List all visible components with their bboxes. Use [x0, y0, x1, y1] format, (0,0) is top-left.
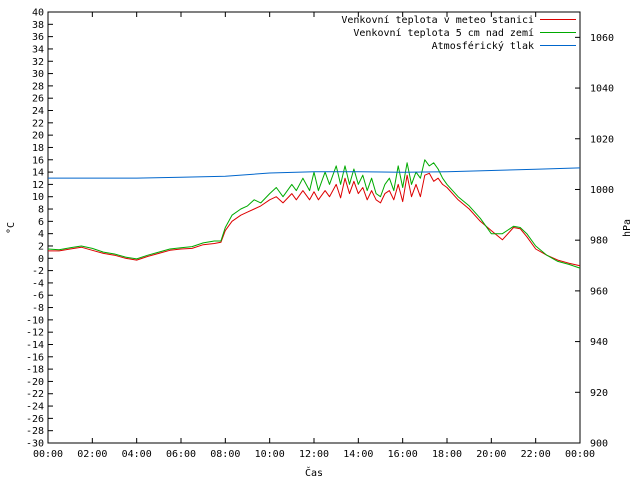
y2-tick-label: 940: [590, 337, 608, 348]
y2-axis-label: hPa: [622, 219, 633, 237]
y-axis-label: °C: [6, 222, 17, 234]
y-tick-label: 40: [32, 8, 44, 19]
y-tick-label: 16: [32, 155, 44, 166]
y-tick-label: 32: [32, 57, 44, 68]
y-tick-label: -6: [32, 291, 44, 302]
y-tick-label: 24: [32, 106, 44, 117]
y2-tick-label: 1060: [590, 33, 614, 44]
y-tick-label: -4: [32, 278, 44, 289]
x-tick-label: 00:00: [565, 449, 595, 460]
y-tick-label: 20: [32, 131, 44, 142]
y-tick-label: 26: [32, 94, 44, 105]
x-tick-label: 22:00: [521, 449, 551, 460]
x-tick-label: 12:00: [299, 449, 329, 460]
x-tick-label: 00:00: [33, 449, 63, 460]
x-tick-label: 16:00: [388, 449, 418, 460]
y-tick-label: 34: [32, 44, 44, 55]
series-lines: [47, 159, 581, 269]
y-tick-label: 2: [38, 241, 44, 252]
right-axis-ticks: 1060 1040 1020 1000 980 960 940 920 900: [575, 33, 614, 450]
legend-label: Atmosférický tlak: [432, 40, 534, 52]
y-tick-label: 30: [32, 69, 44, 80]
y2-tick-label: 900: [590, 439, 608, 450]
y-tick-label: -22: [26, 389, 44, 400]
y-tick-label: -18: [26, 365, 44, 376]
y2-tick-label: 960: [590, 286, 608, 297]
x-tick-label: 08:00: [210, 449, 240, 460]
plot-frame: [47, 11, 581, 444]
x-tick-label: 02:00: [77, 449, 107, 460]
x-axis-label: Čas: [305, 466, 323, 479]
y2-tick-label: 980: [590, 236, 608, 247]
y2-tick-label: 1040: [590, 84, 614, 95]
y-tick-label: -8: [32, 303, 44, 314]
y2-tick-label: 1000: [590, 185, 614, 196]
y-tick-label: -26: [26, 414, 44, 425]
y-tick-label: 8: [38, 205, 44, 216]
y-tick-label: -12: [26, 328, 44, 339]
y-tick-label: 12: [32, 180, 44, 191]
series-line: [48, 167, 581, 179]
x-axis-ticks: 00:00 02:00 04:00 06:00 08:00 10:00 12:00 14:00…: [33, 12, 595, 460]
y2-tick-label: 920: [590, 388, 608, 399]
y-tick-label: 0: [38, 254, 44, 265]
y-tick-label: -14: [26, 340, 44, 351]
x-tick-label: 06:00: [166, 449, 196, 460]
y-tick-label: -20: [26, 377, 44, 388]
y-tick-label: 22: [32, 118, 44, 129]
y-tick-label: 36: [32, 32, 44, 43]
x-tick-label: 20:00: [476, 449, 506, 460]
series-line: [48, 172, 581, 267]
y-tick-label: 10: [32, 192, 44, 203]
x-tick-label: 10:00: [255, 449, 285, 460]
legend-label: Venkovní teplota 5 cm nad zemí: [353, 27, 534, 39]
x-tick-label: 04:00: [122, 449, 152, 460]
x-tick-label: 14:00: [343, 449, 373, 460]
series-line: [47, 159, 581, 269]
y-tick-label: 18: [32, 143, 44, 154]
y-tick-label: -2: [32, 266, 44, 277]
y-tick-label: 14: [32, 168, 44, 179]
y-tick-label: -16: [26, 352, 44, 363]
y-tick-label: 28: [32, 81, 44, 92]
left-axis-ticks: 4038363432302826242220181614121086420-2-…: [26, 8, 53, 450]
x-tick-label: 18:00: [432, 449, 462, 460]
legend: Venkovní teplota v meteo staniciVenkovní…: [341, 14, 576, 52]
y-tick-label: -30: [26, 439, 44, 450]
y2-tick-label: 1020: [590, 134, 614, 145]
legend-label: Venkovní teplota v meteo stanici: [341, 14, 534, 26]
y-tick-label: -10: [26, 315, 44, 326]
y-tick-label: 6: [38, 217, 44, 228]
y-tick-label: -28: [26, 426, 44, 437]
y-tick-label: 4: [38, 229, 44, 240]
y-tick-label: -24: [26, 402, 44, 413]
y-tick-label: 38: [32, 20, 44, 31]
